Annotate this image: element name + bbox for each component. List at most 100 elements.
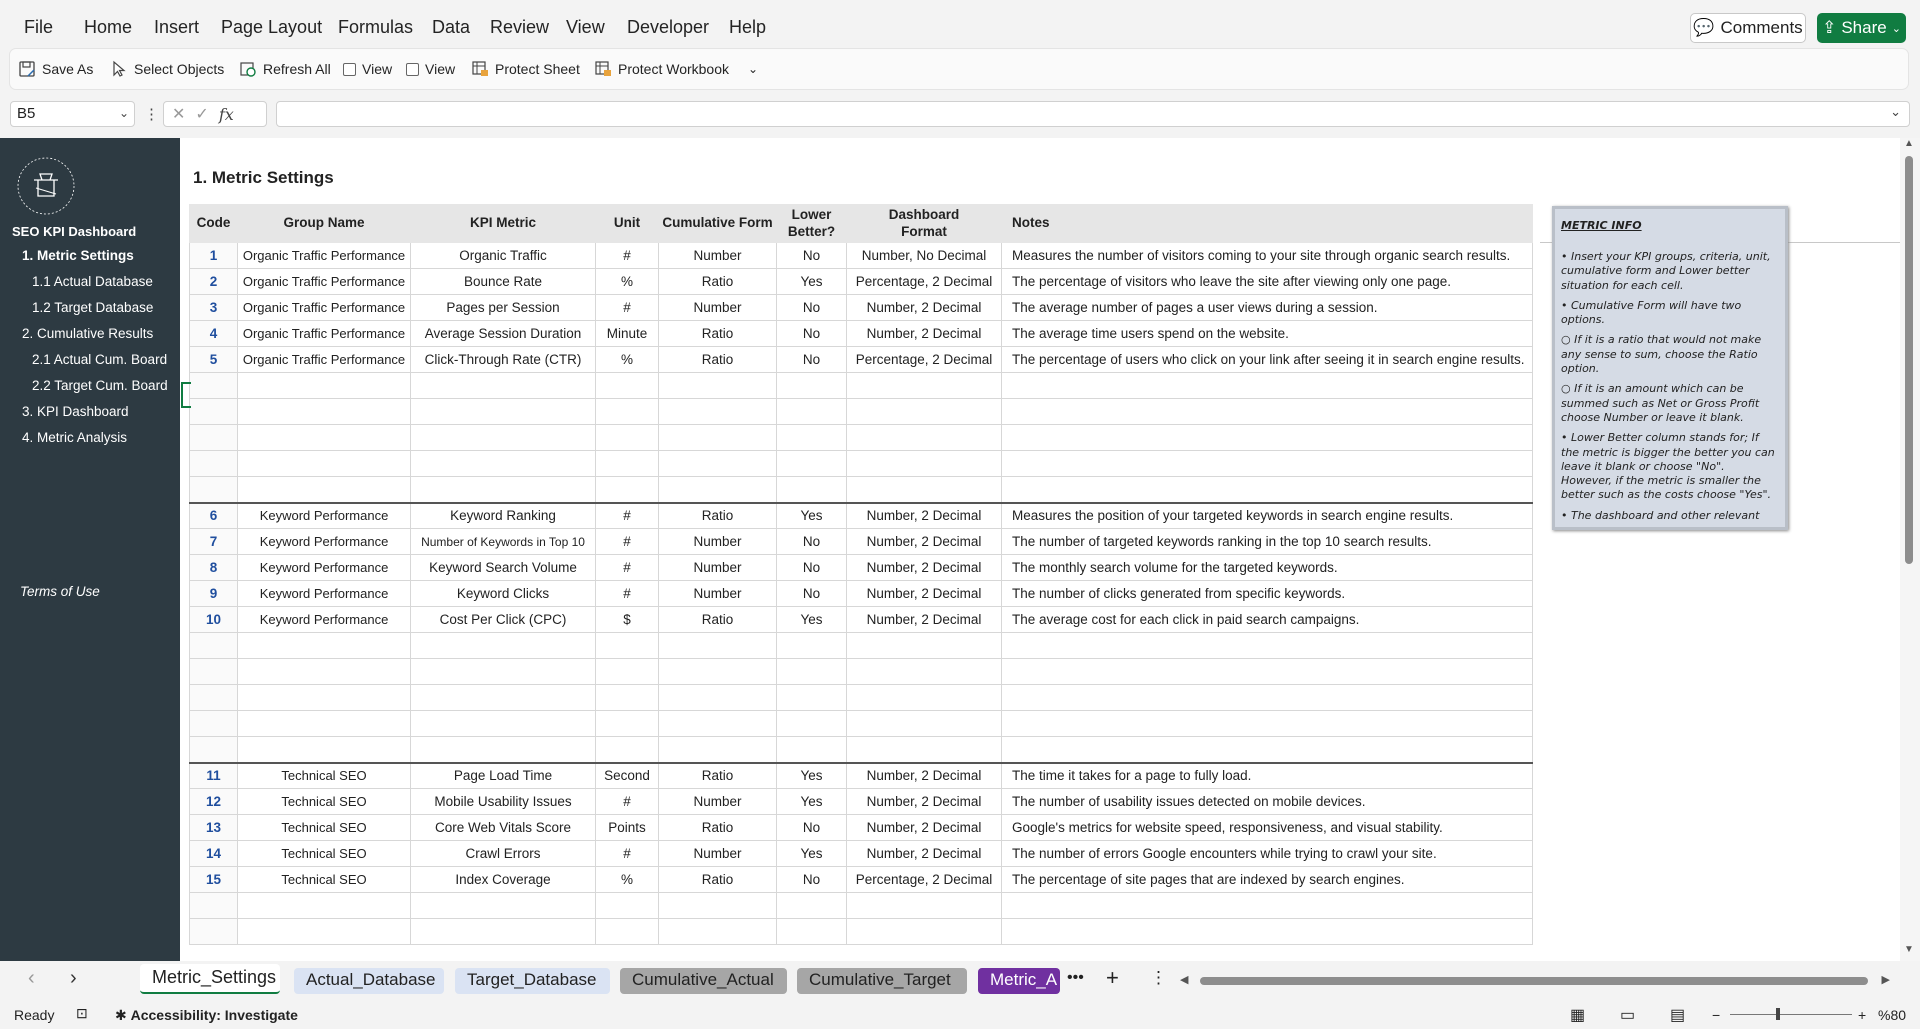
macro-record-icon[interactable]: ⊡ <box>76 1005 88 1021</box>
cell-code[interactable]: 7 <box>189 528 238 555</box>
cell-code[interactable]: 6 <box>189 501 238 529</box>
zoom-slider[interactable] <box>1730 1014 1852 1015</box>
menu-review[interactable]: Review <box>490 17 550 37</box>
cell-group[interactable]: Organic Traffic Performance <box>237 320 411 347</box>
cell-lower[interactable] <box>776 398 847 425</box>
column-header[interactable]: Cumulative Form <box>658 204 777 243</box>
vertical-scroll-thumb[interactable] <box>1905 156 1913 564</box>
cell-cum[interactable]: Ratio <box>658 346 777 373</box>
column-header[interactable]: Dashboard Format <box>846 204 1002 243</box>
terms-of-use-link[interactable]: Terms of Use <box>20 584 100 599</box>
sheet-tab[interactable]: Cumulative_Target <box>797 968 967 994</box>
cell-code[interactable]: 5 <box>189 346 238 373</box>
sidebar-item[interactable]: 1.2 Target Database <box>32 300 154 315</box>
cell-metric[interactable]: Core Web Vitals Score <box>410 814 596 841</box>
cell-unit[interactable]: # <box>595 501 659 529</box>
cell-cum[interactable] <box>658 684 777 711</box>
cell-lower[interactable]: Yes <box>776 501 847 529</box>
cell-code[interactable]: 9 <box>189 580 238 607</box>
column-header[interactable]: KPI Metric <box>410 204 596 243</box>
tab-options-icon[interactable]: ⋮ <box>1150 968 1167 987</box>
cell-notes[interactable] <box>1001 450 1533 477</box>
more-options-icon[interactable]: ⋮ <box>144 106 159 123</box>
column-header[interactable]: Unit <box>595 204 659 243</box>
menu-file[interactable]: File <box>24 17 54 37</box>
cell-cum[interactable] <box>658 398 777 425</box>
cell-format[interactable] <box>846 424 1002 451</box>
cell-notes[interactable] <box>1001 476 1533 503</box>
cell-code[interactable] <box>189 684 238 711</box>
ribbon-overflow-button[interactable]: ⌄ <box>748 58 758 80</box>
cell-unit[interactable]: % <box>595 866 659 893</box>
menu-view[interactable]: View <box>566 17 605 37</box>
zoom-level[interactable]: %80 <box>1878 1007 1907 1023</box>
menu-help[interactable]: Help <box>729 17 767 37</box>
refresh-all-button[interactable]: Refresh All <box>239 58 331 80</box>
cell-code[interactable]: 10 <box>189 606 238 633</box>
cell-notes[interactable] <box>1001 892 1533 919</box>
cell-cum[interactable]: Number <box>658 554 777 581</box>
cell-unit[interactable]: Minute <box>595 320 659 347</box>
cell-metric[interactable]: Organic Traffic <box>410 242 596 269</box>
cell-code[interactable] <box>189 918 238 945</box>
cell-group[interactable]: Keyword Performance <box>237 606 411 633</box>
cell-code[interactable]: 14 <box>189 840 238 867</box>
cell-code[interactable]: 11 <box>189 761 238 789</box>
cell-code[interactable]: 3 <box>189 294 238 321</box>
cell-cum[interactable]: Number <box>658 788 777 815</box>
cell-code[interactable] <box>189 476 238 503</box>
menu-page-layout[interactable]: Page Layout <box>221 17 323 37</box>
cell-lower[interactable] <box>776 710 847 737</box>
cell-group[interactable]: Organic Traffic Performance <box>237 242 411 269</box>
cell-cum[interactable] <box>658 918 777 945</box>
page-layout-view-icon[interactable]: ▭ <box>1620 1007 1636 1024</box>
save-as-button[interactable]: Save As <box>18 58 93 80</box>
cell-format[interactable]: Percentage, 2 Decimal <box>846 268 1002 295</box>
tab-next-icon[interactable]: › <box>70 967 77 989</box>
scroll-left-icon[interactable]: ◀ <box>1180 974 1189 986</box>
cell-group[interactable]: Keyword Performance <box>237 528 411 555</box>
cell-group[interactable] <box>237 736 411 763</box>
cell-notes[interactable]: The number of clicks generated from spec… <box>1001 580 1533 607</box>
cell-code[interactable] <box>189 736 238 763</box>
cell-cum[interactable]: Number <box>658 580 777 607</box>
cell-metric[interactable] <box>410 476 596 503</box>
cell-lower[interactable]: No <box>776 814 847 841</box>
cell-unit[interactable] <box>595 632 659 659</box>
column-header[interactable]: Notes <box>1001 204 1533 243</box>
cell-format[interactable]: Percentage, 2 Decimal <box>846 346 1002 373</box>
cell-format[interactable]: Number, 2 Decimal <box>846 788 1002 815</box>
protect-workbook-button[interactable]: Protect Workbook <box>594 58 729 80</box>
cell-format[interactable] <box>846 892 1002 919</box>
cell-notes[interactable] <box>1001 372 1533 399</box>
cell-cum[interactable] <box>658 450 777 477</box>
cell-lower[interactable] <box>776 372 847 399</box>
cell-unit[interactable]: % <box>595 346 659 373</box>
cell-code[interactable]: 15 <box>189 866 238 893</box>
cell-format[interactable]: Number, 2 Decimal <box>846 814 1002 841</box>
cell-metric[interactable]: Pages per Session <box>410 294 596 321</box>
cell-code[interactable]: 2 <box>189 268 238 295</box>
cell-group[interactable]: Technical SEO <box>237 866 411 893</box>
scroll-down-icon[interactable]: ▼ <box>1904 944 1914 955</box>
cell-unit[interactable] <box>595 476 659 503</box>
cell-metric[interactable] <box>410 398 596 425</box>
view-checkbox-1[interactable]: View <box>343 58 392 80</box>
cell-lower[interactable]: Yes <box>776 268 847 295</box>
cell-unit[interactable]: Points <box>595 814 659 841</box>
cell-format[interactable] <box>846 476 1002 503</box>
cell-lower[interactable]: No <box>776 346 847 373</box>
cell-metric[interactable]: Keyword Clicks <box>410 580 596 607</box>
cell-lower[interactable]: No <box>776 528 847 555</box>
cell-metric[interactable] <box>410 684 596 711</box>
cell-notes[interactable]: The percentage of visitors who leave the… <box>1001 268 1533 295</box>
cell-group[interactable]: Organic Traffic Performance <box>237 268 411 295</box>
cell-format[interactable]: Number, 2 Decimal <box>846 580 1002 607</box>
cell-notes[interactable]: The average time users spend on the webs… <box>1001 320 1533 347</box>
cell-lower[interactable] <box>776 450 847 477</box>
cell-group[interactable] <box>237 424 411 451</box>
cell-metric[interactable] <box>410 892 596 919</box>
view-checkbox-2[interactable]: View <box>406 58 455 80</box>
cell-cum[interactable] <box>658 424 777 451</box>
cell-notes[interactable] <box>1001 918 1533 945</box>
